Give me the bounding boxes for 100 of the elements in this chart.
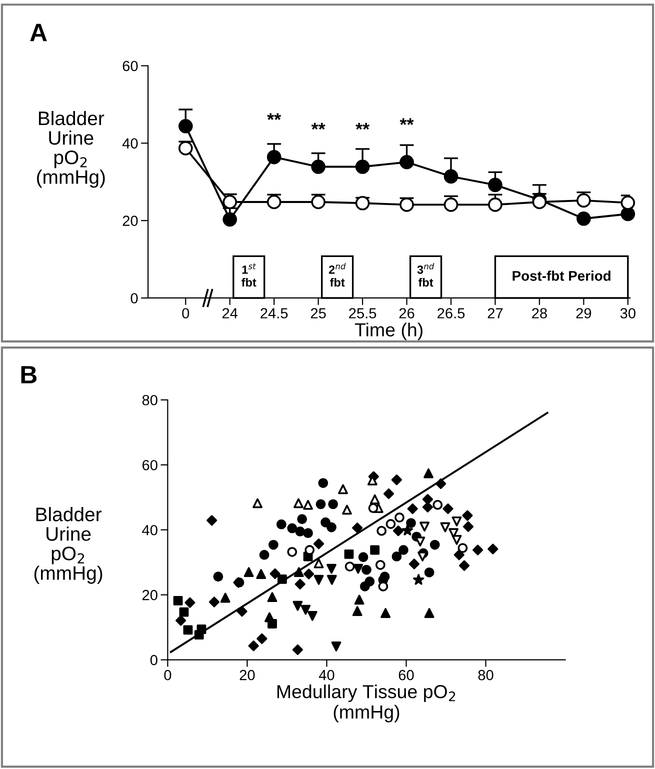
point <box>314 574 324 585</box>
point <box>320 517 330 528</box>
point <box>313 538 324 550</box>
point <box>420 522 430 532</box>
point <box>362 564 372 575</box>
point <box>326 564 336 574</box>
x-tick-label: 0 <box>182 308 190 318</box>
point <box>352 522 363 534</box>
point <box>178 118 193 134</box>
point <box>342 504 352 515</box>
point <box>184 597 196 608</box>
point <box>248 640 259 652</box>
point <box>303 528 313 538</box>
y-tick-label: 40 <box>122 138 138 149</box>
point <box>311 194 326 210</box>
point <box>292 644 303 656</box>
point <box>259 550 270 560</box>
point <box>400 154 414 170</box>
point <box>338 484 348 494</box>
point <box>383 488 394 500</box>
point <box>462 510 473 521</box>
point <box>344 550 354 559</box>
point <box>300 604 311 615</box>
x-tick-label: 29 <box>576 308 592 318</box>
point <box>375 560 386 570</box>
point <box>358 552 368 562</box>
point <box>452 516 462 526</box>
chart-title: B <box>21 366 37 384</box>
point <box>178 141 193 156</box>
point <box>432 500 443 510</box>
point <box>287 546 298 557</box>
point <box>424 567 434 578</box>
x-tick-label: 40 <box>318 670 334 680</box>
text: Medullary Tissue pO$_{2}$ (mmHg) <box>277 684 456 722</box>
point <box>256 633 268 644</box>
band-label: 1$^{st}$ fbt <box>242 263 256 287</box>
annotation: ** <box>267 113 282 120</box>
point <box>270 568 280 579</box>
point <box>376 526 387 536</box>
point <box>488 178 502 192</box>
x-axis-title: Time (h) <box>354 322 422 340</box>
point <box>353 564 364 574</box>
annotation: ** <box>356 122 370 130</box>
point <box>398 545 408 555</box>
point <box>307 610 318 621</box>
point <box>173 596 183 606</box>
point <box>294 498 304 508</box>
point <box>266 194 282 210</box>
point <box>462 521 474 532</box>
y-tick-label: 60 <box>122 60 138 72</box>
point <box>176 615 186 626</box>
y-axis-title: Bladder Urine pO$_{2}$ (mmHg) <box>37 110 105 188</box>
point <box>316 499 326 510</box>
y-axis-title: Bladder Urine pO$_{2}$ (mmHg) <box>34 507 102 584</box>
point <box>408 558 420 570</box>
point <box>424 468 434 478</box>
point <box>268 540 278 550</box>
point <box>213 572 224 582</box>
point <box>400 198 414 212</box>
point <box>488 544 498 554</box>
point <box>488 198 502 212</box>
x-tick-label: 60 <box>398 670 414 680</box>
point <box>344 562 355 572</box>
y-tick-label: 80 <box>142 394 158 406</box>
point <box>183 625 193 635</box>
point <box>264 612 274 622</box>
x-tick-label: 26.5 <box>438 308 465 318</box>
point <box>430 540 440 550</box>
point <box>304 545 315 555</box>
point <box>442 503 454 514</box>
x-tick-label: 27 <box>488 308 503 318</box>
point <box>576 193 591 208</box>
point <box>458 560 470 571</box>
point <box>208 596 220 608</box>
point <box>179 607 189 617</box>
point <box>331 642 342 652</box>
point <box>360 581 370 592</box>
point <box>380 572 390 582</box>
point <box>370 545 380 555</box>
point <box>454 550 464 560</box>
point <box>236 606 248 617</box>
point <box>244 567 254 578</box>
point <box>391 474 402 486</box>
point <box>303 500 313 510</box>
point <box>370 494 380 504</box>
point <box>297 514 308 524</box>
x-tick-label: 20 <box>240 670 255 680</box>
point <box>448 528 458 538</box>
point <box>394 512 404 522</box>
point <box>292 600 303 611</box>
point <box>458 543 468 553</box>
point <box>276 519 286 530</box>
point <box>326 522 336 532</box>
point <box>328 499 338 510</box>
point <box>386 519 396 529</box>
point <box>318 478 328 488</box>
point <box>620 196 636 210</box>
point <box>444 169 458 184</box>
point <box>220 592 230 603</box>
point <box>472 544 484 556</box>
